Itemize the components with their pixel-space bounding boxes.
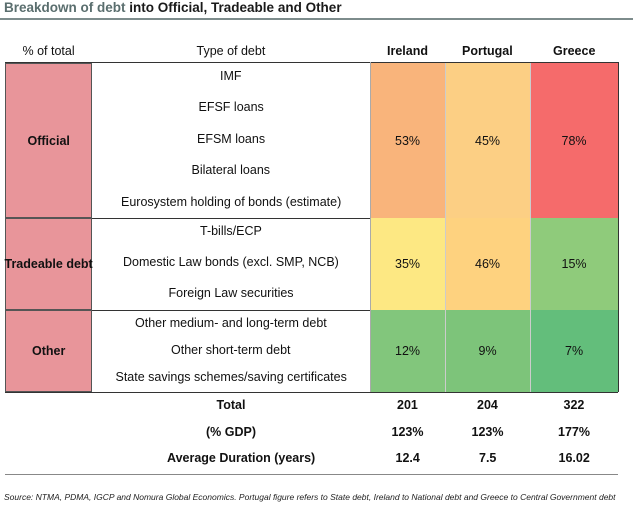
- debt-type: IMF: [220, 69, 242, 83]
- share-value: 12%: [395, 344, 421, 358]
- total-value: 201: [397, 398, 418, 412]
- bottom-rule: [5, 474, 618, 475]
- right-rule: [618, 62, 619, 392]
- debt-type: Domestic Law bonds (excl. SMP, NCB): [123, 255, 339, 269]
- section-label-cell: [5, 310, 92, 392]
- value-cell: [445, 218, 530, 310]
- total-value: 123%: [391, 425, 424, 439]
- share-value: 45%: [475, 133, 501, 148]
- total-value: 12.4: [395, 451, 420, 465]
- column-header: Ireland: [387, 44, 428, 58]
- debt-type: EFSM loans: [197, 132, 266, 146]
- title-rule: [0, 18, 633, 20]
- share-value: 46%: [475, 257, 501, 271]
- share-value: 7%: [565, 344, 584, 358]
- source: Source: NTMA, PDMA, IGCP and Nomura Glob…: [4, 492, 616, 502]
- debt-type: Eurosystem holding of bonds (estimate): [121, 195, 342, 209]
- total-value: 123%: [471, 425, 504, 439]
- debt-type: Bilateral loans: [191, 163, 271, 177]
- debt-type: T-bills/ECP: [200, 224, 262, 238]
- section-label: Official: [27, 133, 70, 148]
- debt-type: EFSF loans: [198, 100, 264, 114]
- total-label: (% GDP): [206, 425, 256, 439]
- debt-type: Other short-term debt: [171, 343, 291, 357]
- debt-type: State savings schemes/saving certificate…: [115, 370, 347, 384]
- section-rule: [5, 310, 618, 311]
- column-header: Greece: [553, 44, 596, 58]
- title: Breakdown of debt into Official, Tradeab…: [4, 0, 342, 15]
- column-header: Portugal: [462, 44, 513, 58]
- share-value: 9%: [478, 344, 497, 358]
- value-cell: [530, 218, 618, 310]
- section-label-cell: [5, 63, 92, 218]
- debt-type: Foreign Law securities: [168, 286, 294, 300]
- section-rule: [5, 392, 618, 393]
- value-cell: [445, 310, 530, 392]
- column-header: % of total: [22, 44, 75, 58]
- section-label: Tradeable debt: [4, 257, 93, 271]
- type-rule: [370, 62, 371, 392]
- share-value: 35%: [395, 257, 421, 271]
- section-label-cell: [5, 218, 92, 310]
- value-cell: [530, 63, 618, 218]
- column-header: Type of debt: [196, 44, 266, 58]
- total-value: 16.02: [558, 451, 590, 465]
- title-rest: into Official, Tradeable and Other: [129, 0, 342, 15]
- value-cell: [370, 218, 445, 310]
- debt-type: Other medium- and long-term debt: [135, 316, 327, 330]
- value-cell: [370, 63, 445, 218]
- share-value: 78%: [561, 133, 587, 148]
- share-value: 53%: [395, 133, 421, 148]
- share-value: 15%: [561, 257, 587, 271]
- total-value: 177%: [558, 425, 590, 439]
- total-label: Total: [216, 398, 246, 412]
- value-cell: [445, 63, 530, 218]
- total-label: Average Duration (years): [167, 451, 316, 465]
- total-value: 322: [563, 398, 585, 412]
- title-lead: Breakdown of debt: [4, 0, 126, 15]
- total-value: 7.5: [479, 451, 497, 465]
- header-rule: [5, 62, 618, 63]
- value-cell: [530, 310, 618, 392]
- section-label: Other: [32, 344, 66, 358]
- total-value: 204: [477, 398, 498, 412]
- section-rule: [5, 218, 618, 219]
